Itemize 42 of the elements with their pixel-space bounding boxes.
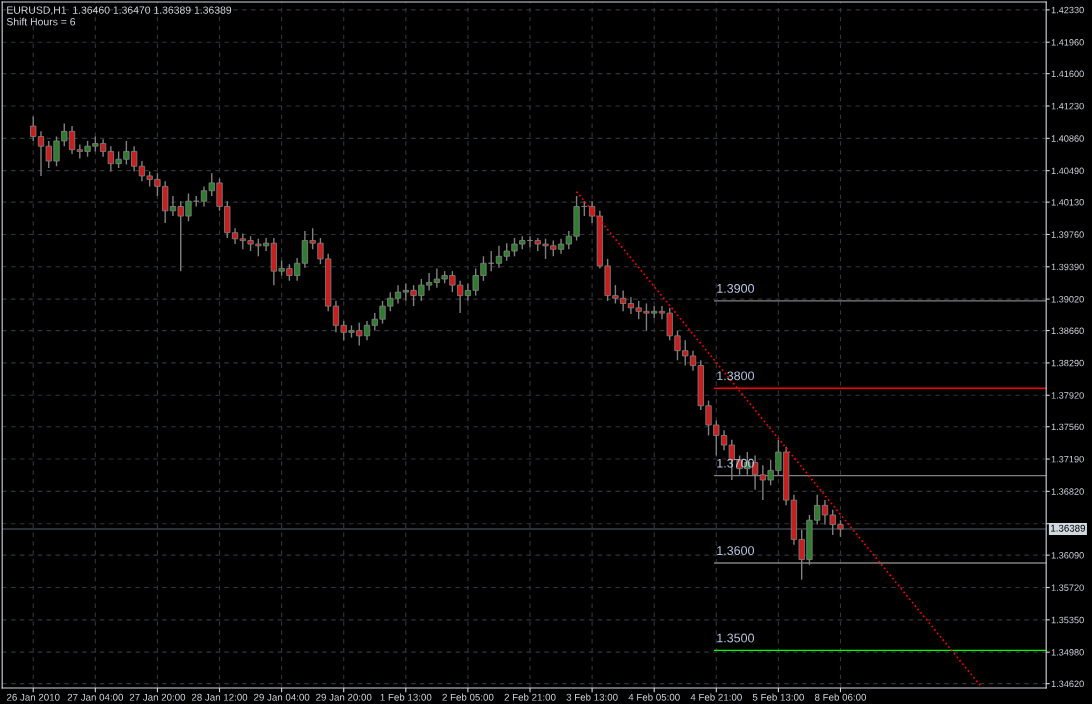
ref-line-label: 1.3600: [717, 546, 755, 556]
x-tick-label: 27 Jan 20:00: [129, 693, 186, 701]
x-tick-label: 29 Jan 04:00: [254, 693, 310, 701]
x-tick-label: 4 Feb 21:00: [690, 693, 742, 701]
y-tick-label: 1.34980: [1051, 649, 1084, 656]
y-tick-label: 1.41230: [1051, 102, 1084, 110]
x-tick-label: 1 Feb 13:00: [380, 693, 432, 701]
x-tick-label: 2 Feb 05:00: [442, 693, 494, 701]
y-tick-label: 1.35350: [1051, 616, 1084, 624]
y-tick-label: 1.37920: [1051, 392, 1084, 399]
x-tick-label: 2 Feb 21:00: [504, 693, 556, 701]
x-tick-label: 3 Feb 13:00: [566, 693, 618, 701]
annotation: EURUSD,H1 1.36460 1.36470 1.36389 1.36389: [7, 6, 232, 15]
ref-line-label: 1.3500: [717, 633, 755, 643]
x-tick-label: 28 Jan 12:00: [191, 693, 248, 701]
annotation: Shift Hours = 6: [6, 17, 76, 26]
y-tick-label: 1.39390: [1051, 263, 1084, 271]
ref-line-label: 1.36389: [1051, 524, 1086, 532]
y-tick-label: 1.37560: [1051, 423, 1084, 431]
y-tick-label: 1.34620: [1051, 680, 1084, 688]
y-tick-label: 1.40130: [1051, 199, 1084, 206]
y-tick-label: 1.39020: [1051, 296, 1084, 303]
y-tick-label: 1.41960: [1051, 39, 1084, 46]
ref-line-label: 1.3900: [717, 283, 755, 293]
ref-line-label: 1.3800: [717, 371, 755, 381]
x-tick-label: 27 Jan 04:00: [67, 693, 124, 701]
x-tick-label: 4 Feb 05:00: [628, 693, 680, 701]
x-tick-label: 5 Feb 13:00: [752, 693, 804, 701]
y-tick-label: 1.35720: [1051, 584, 1084, 591]
y-tick-label: 1.40490: [1051, 167, 1084, 175]
y-tick-label: 1.39760: [1051, 231, 1084, 238]
x-tick-label: 26 Jan 2010: [6, 693, 60, 701]
y-tick-label: 1.36820: [1051, 488, 1084, 495]
y-tick-label: 1.40860: [1051, 135, 1084, 142]
y-tick-label: 1.42330: [1051, 6, 1084, 14]
y-tick-label: 1.41600: [1051, 70, 1084, 78]
y-tick-label: 1.36090: [1051, 552, 1084, 559]
x-tick-label: 29 Jan 20:00: [316, 693, 372, 701]
y-tick-label: 1.38290: [1051, 359, 1084, 367]
y-tick-label: 1.37190: [1051, 455, 1084, 463]
y-tick-label: 1.38660: [1051, 327, 1084, 334]
x-tick-label: 8 Feb 06:00: [814, 693, 867, 701]
